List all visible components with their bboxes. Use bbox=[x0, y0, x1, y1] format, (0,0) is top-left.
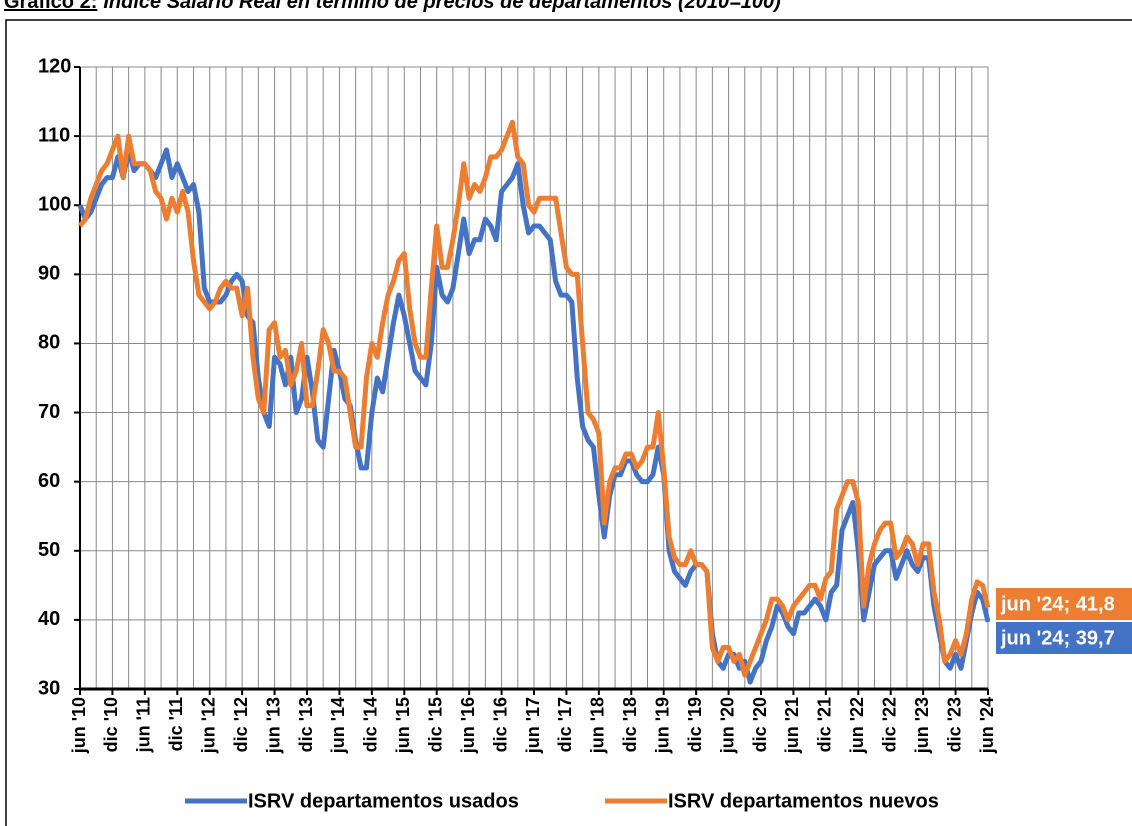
x-tick-label: jun '14 bbox=[328, 697, 348, 754]
x-tick-label: dic '10 bbox=[101, 697, 121, 752]
x-tick-label: dic '23 bbox=[944, 697, 964, 752]
x-tick-label: jun '16 bbox=[458, 697, 478, 754]
x-tick-label: jun '12 bbox=[198, 697, 218, 754]
x-tick-label: jun '19 bbox=[652, 697, 672, 754]
y-tick-label: 40 bbox=[38, 608, 60, 630]
end-label-box bbox=[996, 588, 1132, 620]
x-tick-label: dic '11 bbox=[166, 697, 186, 751]
x-tick-label: dic '20 bbox=[750, 697, 770, 752]
x-tick-label: jun '20 bbox=[717, 697, 737, 754]
x-tick-label: jun '24 bbox=[977, 697, 997, 754]
y-tick-label: 30 bbox=[38, 677, 60, 699]
x-tick-label: dic '12 bbox=[231, 697, 251, 752]
y-tick-label: 70 bbox=[38, 401, 60, 423]
series-line bbox=[77, 147, 991, 685]
series-line bbox=[78, 119, 991, 678]
x-tick-label: jun '23 bbox=[912, 697, 932, 754]
frame bbox=[5, 19, 1132, 826]
title-text: Índice Salario Real en término de precio… bbox=[103, 0, 781, 13]
x-tick-label: jun '18 bbox=[588, 697, 608, 754]
x-tick-label: dic '21 bbox=[815, 697, 835, 752]
x-tick-label: dic '17 bbox=[555, 697, 575, 752]
x-tick-label: jun '21 bbox=[782, 697, 802, 754]
x-tick-label: jun '11 bbox=[134, 697, 154, 753]
y-tick-label: 50 bbox=[38, 539, 60, 561]
x-tick-label: dic '18 bbox=[620, 697, 640, 752]
y-tick-label: 110 bbox=[38, 124, 70, 146]
y-tick-label: 100 bbox=[38, 194, 71, 216]
chart-title: Gráfico 2: Índice Salario Real en término… bbox=[4, 0, 781, 13]
end-label: jun '24; 39,7 bbox=[1000, 627, 1115, 649]
x-tick-label: dic '22 bbox=[879, 697, 899, 752]
x-tick-label: dic '19 bbox=[685, 697, 705, 752]
x-tick-label: jun '15 bbox=[393, 697, 413, 754]
y-tick-label: 120 bbox=[38, 55, 71, 77]
x-tick-label: jun '22 bbox=[847, 697, 867, 754]
x-tick-label: jun '10 bbox=[69, 697, 89, 754]
x-tick-label: jun '17 bbox=[523, 697, 543, 754]
x-tick-label: dic '13 bbox=[296, 697, 316, 752]
legend-label: ISRV departamentos nuevos bbox=[668, 790, 939, 812]
x-tick-label: dic '14 bbox=[361, 697, 381, 752]
title-label: Gráfico 2: bbox=[4, 0, 97, 13]
x-tick-label: dic '16 bbox=[490, 697, 510, 752]
y-tick-label: 90 bbox=[38, 263, 60, 285]
y-tick-label: 80 bbox=[38, 332, 60, 354]
end-label-box bbox=[996, 622, 1132, 654]
legend-label: ISRV departamentos usados bbox=[248, 790, 519, 812]
end-label: jun '24; 41,8 bbox=[1000, 593, 1115, 615]
y-tick-label: 60 bbox=[38, 470, 60, 492]
x-tick-label: dic '15 bbox=[425, 697, 445, 752]
x-tick-label: jun '13 bbox=[263, 697, 283, 754]
